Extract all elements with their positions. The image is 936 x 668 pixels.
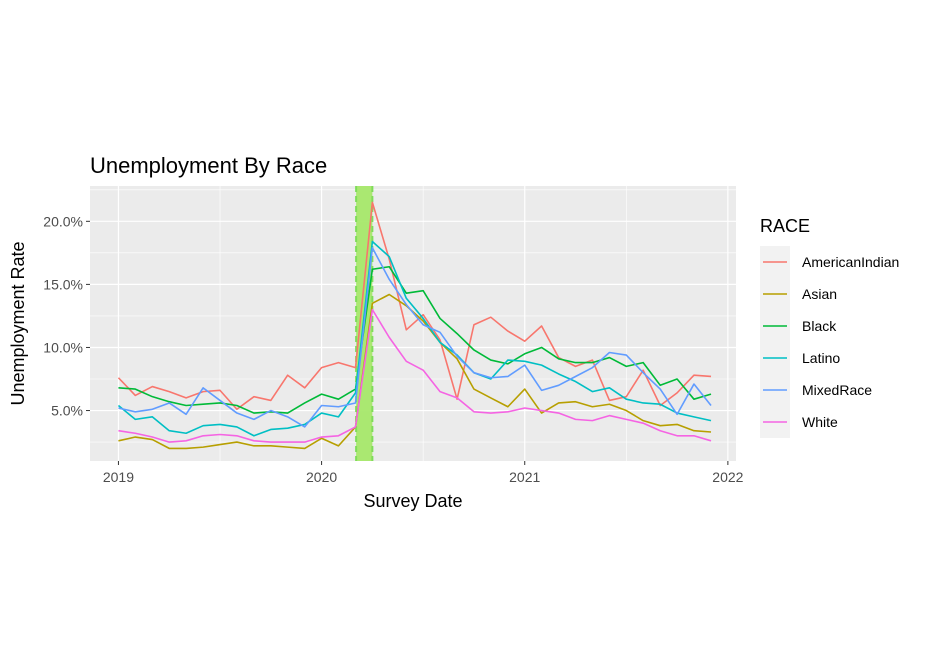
x-axis-tick-labels: 2019 2020 2021 2022 [103, 469, 744, 485]
series-line-white [118, 308, 712, 443]
legend-label-black: Black [802, 318, 837, 334]
minor-gridlines [90, 186, 736, 461]
chart-title: Unemployment By Race [90, 153, 327, 178]
series-line-americanindian [117, 201, 712, 411]
series-line-black [118, 265, 712, 414]
x-tick-label: 2019 [103, 469, 134, 485]
legend-label-mixedrace: MixedRace [802, 382, 872, 398]
y-axis-label: Unemployment Rate [8, 241, 28, 405]
x-axis-label: Survey Date [363, 491, 462, 511]
y-tick-label: 5.0% [51, 403, 83, 419]
series-line-mixedrace [118, 247, 712, 428]
x-tick-label: 2020 [306, 469, 337, 485]
series-line-latino [117, 240, 712, 437]
legend-title: RACE [760, 216, 810, 236]
y-tick-label: 20.0% [43, 213, 83, 229]
major-gridlines [90, 186, 736, 461]
legend-items: AmericanIndian Asian Black Latino MixedRace W… [760, 246, 899, 438]
y-tick-label: 15.0% [43, 276, 83, 292]
legend-label-latino: Latino [802, 350, 840, 366]
y-axis-tick-labels: 5.0% 10.0% 15.0% 20.0% [43, 213, 83, 418]
axis-ticks [86, 220, 729, 465]
y-tick-label: 10.0% [43, 339, 83, 355]
legend-label-asian: Asian [802, 286, 837, 302]
series-line-asian [118, 293, 712, 450]
x-tick-label: 2022 [712, 469, 743, 485]
legend-label-white: White [802, 414, 838, 430]
legend-label-americanindian: AmericanIndian [802, 254, 899, 270]
legend: RACE AmericanIndian Asian Black Latino Mixed… [760, 216, 899, 438]
x-tick-label: 2021 [509, 469, 540, 485]
series-lines [117, 201, 712, 450]
